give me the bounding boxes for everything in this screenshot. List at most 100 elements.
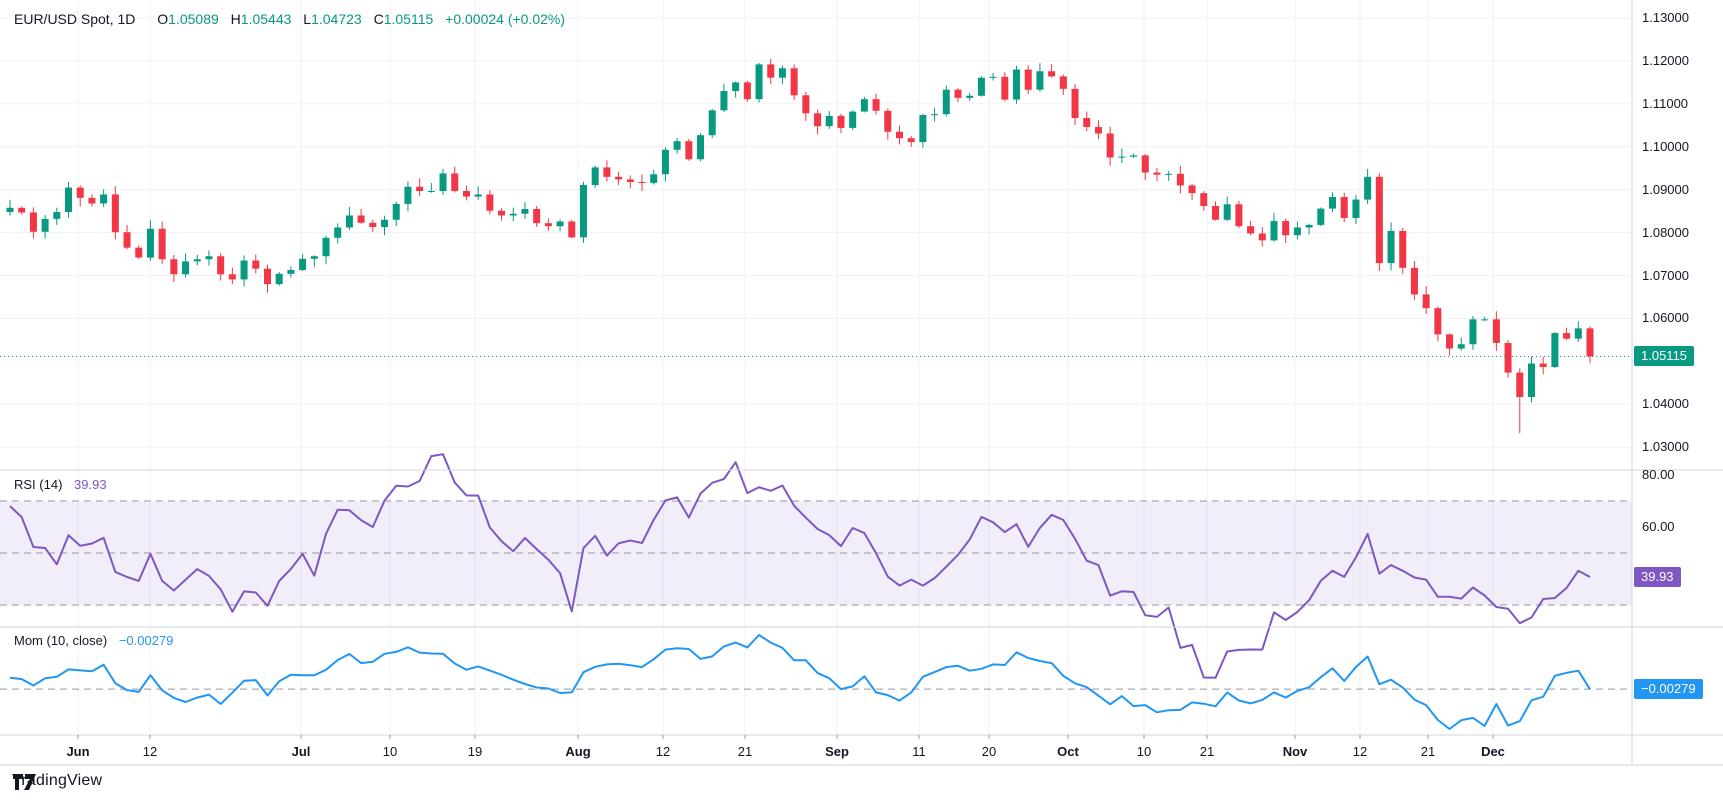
candle-down [451, 173, 459, 192]
candle-up [146, 228, 154, 258]
candle-down [1434, 308, 1442, 335]
candle-down [158, 228, 166, 260]
time-axis-month-label: Jul [291, 744, 311, 759]
candle-up [966, 95, 974, 98]
candle-up [1165, 173, 1173, 175]
price-tick-label: 1.03000 [1642, 439, 1689, 455]
candle-down [1211, 206, 1219, 220]
rsi-tick-label: 80.00 [1642, 467, 1675, 482]
candle-down [18, 207, 26, 213]
candle-up [310, 256, 318, 259]
high-label: H [230, 11, 241, 27]
candle-up [931, 114, 939, 116]
candle-up [1223, 204, 1231, 220]
candle-down [790, 68, 798, 96]
candle-down [369, 222, 377, 228]
candle-up [919, 115, 927, 143]
candle-down [1235, 204, 1243, 227]
candle-down [416, 186, 424, 192]
candle-down [123, 232, 131, 248]
candle-up [1527, 363, 1535, 398]
candle-down [544, 223, 552, 227]
footer-branding[interactable]: TradingView [12, 772, 102, 790]
candle-up [1305, 224, 1313, 228]
symbol-title[interactable]: EUR/USD Spot, 1D [14, 11, 136, 27]
candle-up [381, 219, 389, 228]
candle-up [182, 261, 190, 275]
time-axis-day-label: 10 [1136, 744, 1152, 759]
chart-plot-area[interactable] [0, 0, 1723, 766]
price-tick-label: 1.09000 [1642, 181, 1689, 197]
candle-down [1539, 363, 1547, 367]
candle-up [673, 141, 681, 150]
time-axis-day-label: 10 [382, 744, 398, 759]
candle-down [767, 64, 775, 78]
candle-up [579, 184, 587, 238]
candle-up [193, 259, 201, 262]
candle-up [345, 215, 353, 228]
candle-down [1059, 76, 1067, 89]
candle-up [1387, 230, 1395, 264]
candle-up [720, 90, 728, 111]
candle-down [603, 167, 611, 177]
candle-up [1036, 71, 1044, 90]
candle-down [1048, 71, 1056, 77]
candle-down [1375, 176, 1383, 264]
candle-down [135, 247, 143, 258]
candle-down [76, 187, 84, 198]
time-axis-month-label: Sep [825, 744, 849, 759]
candle-down [1422, 294, 1430, 309]
candle-up [1130, 155, 1138, 157]
time-axis-day-label: 20 [981, 744, 997, 759]
time-axis-day-label: 12 [655, 744, 671, 759]
candle-down [29, 212, 37, 232]
candle-down [568, 221, 576, 238]
close-label: C [373, 11, 384, 27]
candle-down [1258, 233, 1266, 241]
candle-down [1516, 372, 1524, 398]
candle-down [1563, 333, 1571, 339]
price-tick-label: 1.10000 [1642, 138, 1689, 154]
low-value: 1.04723 [311, 11, 362, 27]
candle-down [1340, 197, 1348, 219]
candle-up [1317, 208, 1325, 225]
candle-down [907, 138, 915, 143]
candle-down [263, 268, 271, 285]
candle-down [170, 259, 178, 275]
momentum-line [9, 634, 1591, 730]
candle-up [427, 191, 435, 193]
price-tick-label: 1.08000 [1642, 224, 1689, 240]
momentum-label: Mom (10, close) [14, 633, 108, 648]
rsi-label: RSI (14) [14, 477, 63, 492]
candle-down [954, 89, 962, 98]
time-axis-day-label: 21 [1420, 744, 1436, 759]
time-axis-day-label: 21 [737, 744, 753, 759]
candle-down [1141, 155, 1149, 173]
candle-up [299, 258, 307, 270]
open-label: O [157, 11, 169, 27]
candle-up [1551, 333, 1559, 367]
candle-down [1106, 133, 1114, 158]
price-tick-label: 1.07000 [1642, 267, 1689, 283]
time-axis-day-label: 19 [467, 744, 483, 759]
candle-up [778, 68, 786, 78]
candle-up [755, 64, 763, 100]
candle-up [521, 209, 529, 214]
time-axis-day-label: 12 [142, 744, 158, 759]
candle-up [100, 194, 108, 204]
close-value: 1.05115 [383, 11, 434, 27]
candle-down [685, 141, 693, 160]
candle-down [1188, 185, 1196, 194]
price-tick-label: 1.12000 [1642, 52, 1689, 68]
time-axis-month-label: Oct [1057, 744, 1079, 759]
candle-up [1293, 227, 1301, 236]
candle-down [88, 197, 96, 204]
candle-down [1492, 319, 1500, 343]
rsi-legend[interactable]: RSI (14) 39.93 [14, 477, 107, 492]
rsi-line [9, 453, 1591, 679]
candle-down [884, 110, 892, 132]
candle-up [1329, 197, 1337, 209]
candle-down [1410, 267, 1418, 295]
momentum-legend[interactable]: Mom (10, close) −0.00279 [14, 633, 173, 648]
